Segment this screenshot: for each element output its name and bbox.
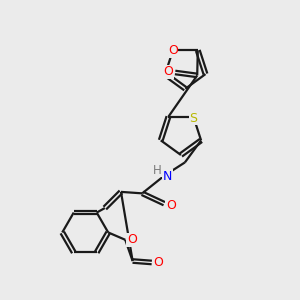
Text: O: O <box>164 65 174 78</box>
Text: H: H <box>152 164 161 177</box>
Text: O: O <box>166 199 176 212</box>
Text: O: O <box>168 44 178 57</box>
Text: S: S <box>189 112 197 124</box>
Text: O: O <box>127 233 137 246</box>
Text: O: O <box>153 256 163 269</box>
Text: N: N <box>163 170 172 183</box>
